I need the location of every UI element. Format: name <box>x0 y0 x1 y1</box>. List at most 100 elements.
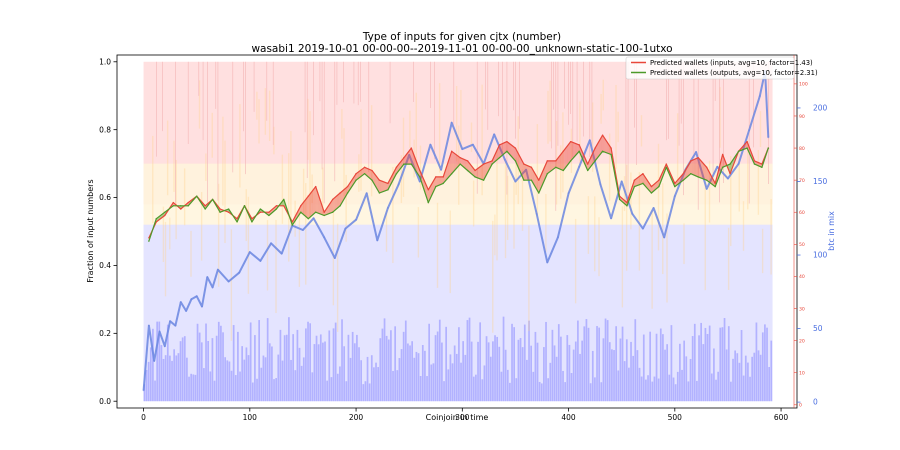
bar-segment-unmixed <box>708 325 711 402</box>
bar-segment-unmixed <box>568 344 571 402</box>
predicted-wallets-outputs-point <box>180 205 182 207</box>
btc-in-mix-point <box>211 286 214 289</box>
predicted-wallets-outputs-point <box>314 211 317 213</box>
bar-segment-unmixed <box>447 369 450 402</box>
fill-between-segment <box>477 168 479 179</box>
predicted-wallets-inputs-point <box>450 150 453 152</box>
fill-between-segment <box>599 138 601 156</box>
predicted-wallets-outputs-point <box>211 198 214 201</box>
btc-in-mix-point <box>238 271 241 274</box>
bar-segment-unmixed <box>572 349 575 402</box>
bar-segment-unmixed <box>347 334 350 402</box>
fill-between-segment <box>484 163 486 179</box>
predicted-wallets-inputs-point <box>674 182 676 185</box>
bar-segment-unmixed <box>300 365 303 402</box>
fill-between-segment <box>331 199 333 213</box>
predicted-wallets-outputs-point <box>219 211 221 213</box>
predicted-wallets-outputs-point <box>642 182 644 185</box>
bar-segment-remix <box>264 88 267 135</box>
btc-in-mix-point <box>429 143 432 146</box>
bar-segment-unmixed <box>152 328 154 402</box>
predicted-wallets-inputs-point <box>538 179 540 181</box>
btc-in-mix-point <box>163 345 166 348</box>
predicted-wallets-outputs-point <box>601 150 604 152</box>
fill-between-segment <box>549 160 551 173</box>
bar-segment-unmixed <box>409 345 411 402</box>
predicted-wallets-outputs-point <box>697 176 699 178</box>
x-tick-label: 200 <box>349 413 364 422</box>
btc-in-mix-point <box>302 229 304 231</box>
bar-segment-unmixed <box>600 382 603 402</box>
predicted-wallets-outputs-point <box>435 185 437 188</box>
bar-segment-unmixed <box>653 376 656 402</box>
bar-segment-unmixed <box>766 327 768 402</box>
btc-in-mix-point <box>185 310 187 312</box>
bar-segment-remix <box>449 210 451 294</box>
predicted-wallets-outputs-point <box>283 198 285 201</box>
fill-between-segment <box>552 160 554 170</box>
bar-segment-unmixed <box>751 356 754 402</box>
predicted-wallets-outputs-point <box>650 192 653 194</box>
bar-segment-remix <box>230 229 233 341</box>
fill-between-segment <box>516 150 518 166</box>
bar-segment-unmixed <box>557 324 560 402</box>
bar-segment-remix <box>496 149 498 261</box>
bar-segment-unmixed <box>283 335 286 402</box>
bar-segment-unmixed <box>536 342 539 402</box>
fill-between-segment <box>693 159 695 176</box>
bar-segment-remix <box>470 122 473 153</box>
predicted-wallets-outputs-point <box>427 201 430 204</box>
bar-segment-unmixed <box>445 326 448 402</box>
bar-segment-unmixed <box>421 344 424 402</box>
fill-between-segment <box>367 168 369 178</box>
fill-between-segment <box>341 191 343 204</box>
predicted-wallets-inputs-point <box>690 160 692 162</box>
predicted-wallets-inputs-point <box>474 169 476 172</box>
bar-segment-remix <box>164 221 167 297</box>
predicted-wallets-inputs-point <box>586 163 589 165</box>
bar-segment-unmixed <box>608 342 611 402</box>
fill-between-segment <box>334 196 336 211</box>
predicted-wallets-inputs-point <box>658 179 660 181</box>
predicted-wallets-outputs-point <box>482 179 485 181</box>
predicted-wallets-inputs-point <box>346 185 349 188</box>
fill-between-segment <box>471 166 473 176</box>
bar-segment-remix <box>742 201 745 251</box>
fill-between-segment <box>593 150 595 164</box>
btc-in-mix-point <box>408 154 411 156</box>
bar-segment-unmixed <box>549 362 552 402</box>
fill-between-segment <box>344 188 346 199</box>
fill-between-segment <box>300 204 302 214</box>
bar-segment-remix <box>657 143 660 251</box>
fill-between-segment <box>531 167 533 182</box>
predicted-wallets-outputs-point <box>523 179 525 181</box>
fill-between-segment <box>527 165 529 181</box>
bar-segment-remix <box>438 83 441 173</box>
bar-segment-remix <box>683 223 685 265</box>
fill-between-segment <box>540 172 542 189</box>
predicted-wallets-outputs-point <box>578 150 580 152</box>
bar-segment-unmixed <box>540 383 543 402</box>
fill-between-segment <box>305 199 307 217</box>
predicted-wallets-outputs-point <box>562 169 564 172</box>
bar-segment-unmixed <box>379 338 382 402</box>
bar-segment-remix <box>536 124 539 216</box>
fill-between-segment <box>687 164 689 177</box>
btc-in-mix-point <box>631 212 634 215</box>
fill-between-segment <box>368 169 370 179</box>
predicted-wallets-outputs-point <box>346 192 349 194</box>
bar-segment-unmixed <box>483 365 486 402</box>
fill-between-segment <box>378 178 380 193</box>
fill-between-segment <box>370 170 372 181</box>
predicted-wallets-outputs-point <box>618 198 621 201</box>
fill-between-segment <box>469 163 471 174</box>
fill-between-segment <box>377 177 379 192</box>
fill-between-segment <box>562 151 564 171</box>
fill-between-segment <box>384 182 386 191</box>
fill-between-segment <box>554 160 556 169</box>
fill-between-segment <box>539 175 541 191</box>
btc-in-mix-point <box>652 207 655 209</box>
btc-in-mix-point <box>147 324 150 327</box>
fill-between-segment <box>498 144 500 159</box>
x-tick-label: 0 <box>141 413 146 422</box>
